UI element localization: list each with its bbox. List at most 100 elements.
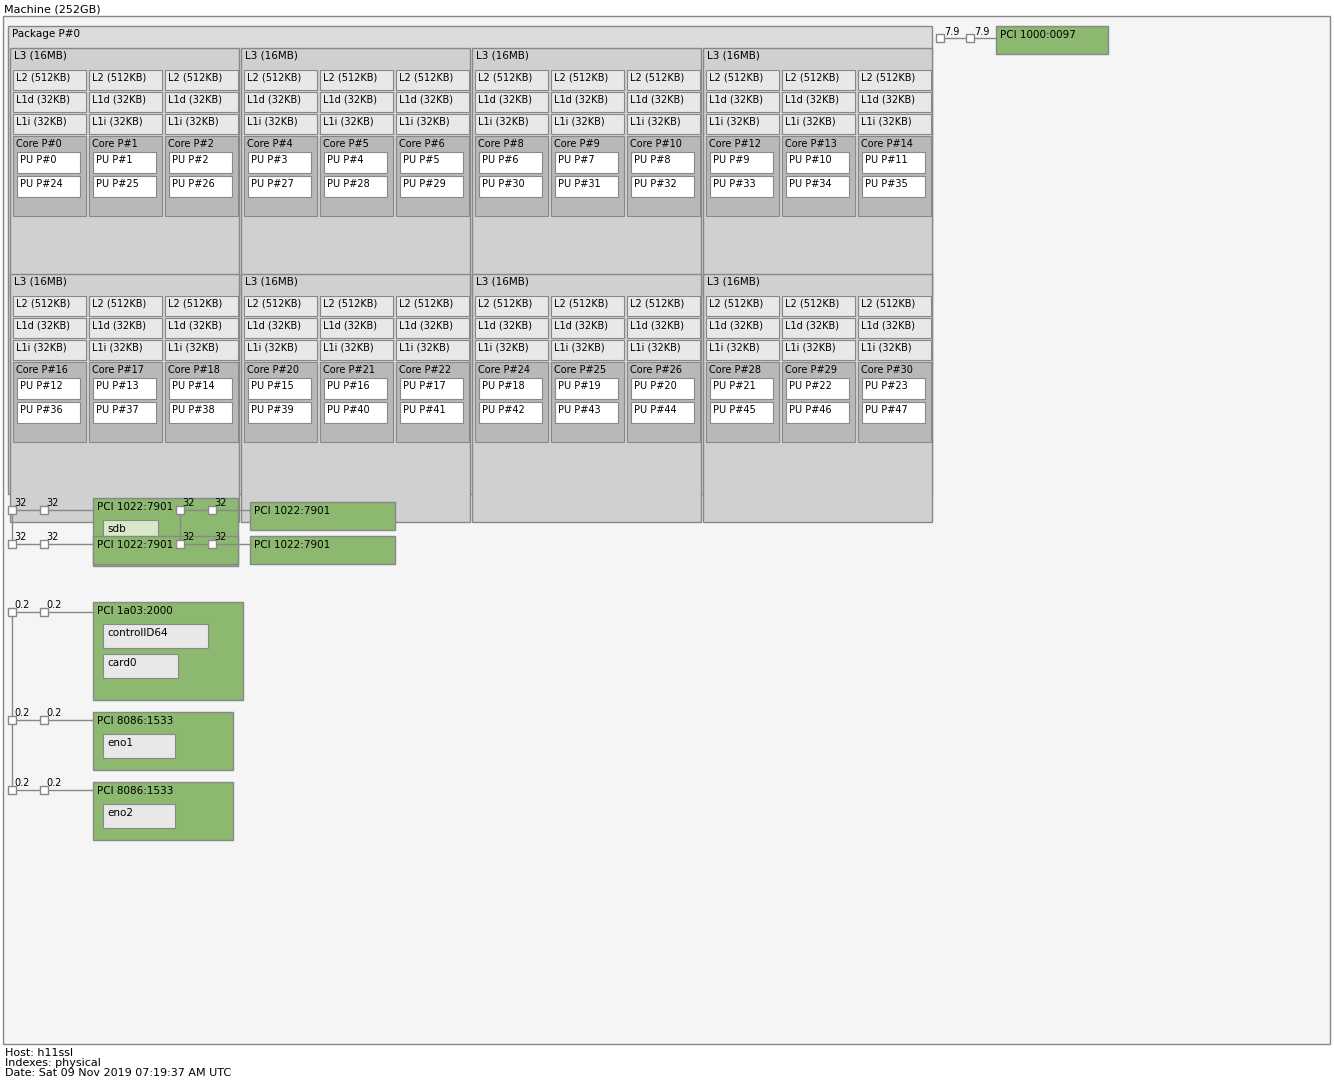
Bar (400, 152, 463, 173)
Text: L2 (512KB): L2 (512KB) (399, 73, 454, 83)
Text: Machine (252GB): Machine (252GB) (4, 4, 100, 14)
Bar (320, 136, 394, 216)
Text: L1d (32KB): L1d (32KB) (784, 321, 839, 330)
Text: PU P#11: PU P#11 (864, 156, 907, 165)
Text: Host: h11ssl: Host: h11ssl (5, 1048, 73, 1058)
Bar (551, 92, 624, 112)
Bar (862, 152, 924, 173)
Text: PU P#5: PU P#5 (403, 156, 440, 165)
Text: Core P#20: Core P#20 (247, 365, 299, 375)
Bar (248, 176, 311, 197)
Bar (627, 318, 700, 338)
Bar (862, 402, 924, 423)
Bar (248, 152, 311, 173)
Bar (858, 318, 931, 338)
Bar (244, 340, 317, 360)
Bar (551, 318, 624, 338)
Text: L1d (32KB): L1d (32KB) (554, 95, 608, 105)
Bar (551, 136, 624, 216)
Bar (244, 318, 317, 338)
Text: Core P#17: Core P#17 (92, 365, 144, 375)
Bar (13, 136, 85, 216)
Text: L1d (32KB): L1d (32KB) (323, 321, 378, 330)
Text: L2 (512KB): L2 (512KB) (247, 299, 301, 309)
Bar (244, 296, 317, 316)
Bar (627, 136, 700, 216)
Text: L2 (512KB): L2 (512KB) (478, 73, 532, 83)
Bar (555, 402, 618, 423)
Bar (9, 274, 239, 522)
Text: PU P#20: PU P#20 (634, 381, 676, 391)
Bar (17, 176, 80, 197)
Bar (103, 519, 157, 542)
Bar (17, 402, 80, 423)
Bar (40, 786, 48, 794)
Bar (555, 176, 618, 197)
Bar (249, 536, 395, 564)
Text: L1i (32KB): L1i (32KB) (92, 117, 143, 127)
Text: 0.2: 0.2 (13, 708, 29, 718)
Bar (555, 378, 618, 399)
Text: 7.9: 7.9 (944, 27, 959, 37)
Bar (9, 48, 239, 296)
Bar (858, 92, 931, 112)
Bar (627, 114, 700, 134)
Bar (786, 402, 848, 423)
Text: L1i (32KB): L1i (32KB) (784, 343, 835, 353)
Text: 7.9: 7.9 (974, 27, 990, 37)
Bar (89, 362, 161, 442)
Bar (324, 378, 387, 399)
Text: sdb: sdb (107, 524, 125, 534)
Text: L2 (512KB): L2 (512KB) (784, 73, 839, 83)
Bar (13, 92, 85, 112)
Bar (551, 70, 624, 90)
Text: L3 (16MB): L3 (16MB) (13, 51, 67, 60)
Bar (858, 114, 931, 134)
Text: L2 (512KB): L2 (512KB) (784, 299, 839, 309)
Bar (396, 340, 470, 360)
Text: L1d (32KB): L1d (32KB) (399, 321, 454, 330)
Bar (627, 340, 700, 360)
Text: PU P#21: PU P#21 (712, 381, 756, 391)
Bar (786, 176, 848, 197)
Bar (17, 378, 80, 399)
Text: Core P#13: Core P#13 (784, 139, 836, 149)
Text: PU P#17: PU P#17 (403, 381, 446, 391)
Bar (475, 92, 548, 112)
Text: PCI 1a03:2000: PCI 1a03:2000 (97, 606, 172, 616)
Text: L1d (32KB): L1d (32KB) (247, 95, 301, 105)
Bar (396, 296, 470, 316)
Text: PCI 8086:1533: PCI 8086:1533 (97, 786, 173, 796)
Text: PU P#43: PU P#43 (558, 405, 600, 415)
Bar (627, 92, 700, 112)
Text: L1d (32KB): L1d (32KB) (630, 321, 684, 330)
Text: L1i (32KB): L1i (32KB) (92, 343, 143, 353)
Bar (40, 608, 48, 616)
Bar (862, 176, 924, 197)
Text: L1i (32KB): L1i (32KB) (168, 117, 219, 127)
Text: Package P#0: Package P#0 (12, 29, 80, 39)
Text: PU P#10: PU P#10 (788, 156, 831, 165)
Text: Core P#9: Core P#9 (554, 139, 600, 149)
Text: Core P#22: Core P#22 (399, 365, 451, 375)
Bar (472, 274, 700, 522)
Bar (324, 402, 387, 423)
Bar (706, 114, 779, 134)
Bar (396, 92, 470, 112)
Bar (858, 362, 931, 442)
Bar (475, 362, 548, 442)
Text: PU P#34: PU P#34 (788, 179, 831, 189)
Bar (320, 362, 394, 442)
Text: L2 (512KB): L2 (512KB) (399, 299, 454, 309)
Text: Core P#5: Core P#5 (323, 139, 370, 149)
Text: 0.2: 0.2 (45, 600, 61, 610)
Text: PU P#12: PU P#12 (20, 381, 63, 391)
Bar (17, 152, 80, 173)
Text: L1d (32KB): L1d (32KB) (92, 95, 145, 105)
Text: Core P#12: Core P#12 (708, 139, 760, 149)
Bar (89, 70, 161, 90)
Text: Core P#6: Core P#6 (399, 139, 444, 149)
Bar (93, 152, 156, 173)
Text: Core P#2: Core P#2 (168, 139, 213, 149)
Bar (475, 318, 548, 338)
